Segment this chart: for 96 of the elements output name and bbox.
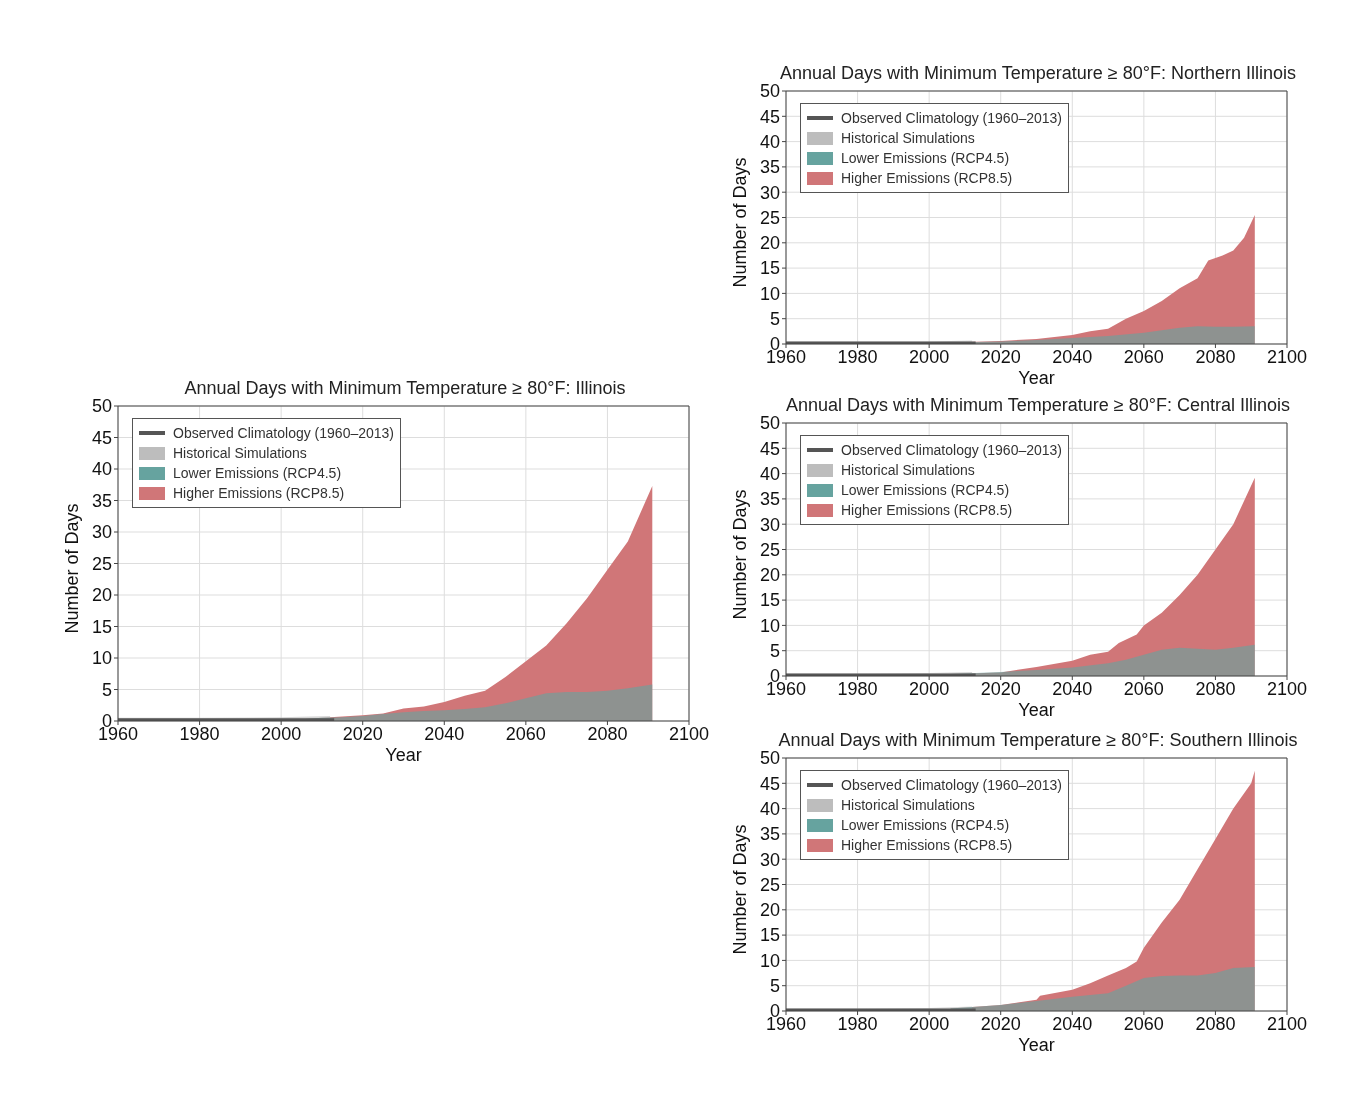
chart-title: Annual Days with Minimum Temperature ≥ 80°F: Southern Illinois bbox=[777, 730, 1299, 751]
x-tick-label: 2020 bbox=[980, 1013, 1021, 1034]
y-tick-label: 10 bbox=[91, 648, 112, 669]
y-tick-label: 50 bbox=[759, 81, 780, 102]
y-tick-label: 25 bbox=[759, 539, 780, 560]
x-tick-label: 2100 bbox=[1266, 1013, 1308, 1034]
legend-label: Higher Emissions (RCP8.5) bbox=[173, 484, 345, 503]
x-tick-label: 2040 bbox=[1052, 1013, 1093, 1034]
y-tick-label: 10 bbox=[759, 283, 780, 304]
y-tick-label: 45 bbox=[759, 106, 780, 127]
y-tick-label: 35 bbox=[759, 157, 780, 178]
x-tick-label: 2100 bbox=[668, 723, 710, 744]
y-tick-label: 40 bbox=[759, 798, 780, 819]
x-axis-title: Year bbox=[1018, 1035, 1055, 1055]
y-tick-label: 30 bbox=[759, 514, 780, 535]
y-tick-label: 40 bbox=[91, 459, 112, 480]
legend-label: Observed Climatology (1960–2013) bbox=[173, 424, 395, 443]
legend-label: Lower Emissions (RCP4.5) bbox=[173, 464, 342, 483]
legend-label: Higher Emissions (RCP8.5) bbox=[841, 836, 1013, 855]
y-tick-label: 35 bbox=[91, 490, 112, 511]
legend-label: Historical Simulations bbox=[841, 796, 975, 815]
y-tick-label: 40 bbox=[759, 463, 780, 484]
y-tick-label: 10 bbox=[759, 950, 780, 971]
y-axis-title: Number of Days bbox=[730, 157, 751, 288]
x-tick-label: 2000 bbox=[909, 678, 950, 699]
y-tick-label: 25 bbox=[759, 874, 780, 895]
legend-label: Historical Simulations bbox=[841, 129, 975, 148]
legend-label: Historical Simulations bbox=[173, 444, 307, 463]
y-tick-label: 45 bbox=[759, 773, 780, 794]
x-tick-label: 2020 bbox=[980, 346, 1021, 367]
y-tick-label: 20 bbox=[91, 585, 112, 606]
y-tick-label: 50 bbox=[759, 413, 780, 434]
y-tick-label: 50 bbox=[91, 396, 112, 417]
y-tick-label: 25 bbox=[91, 553, 112, 574]
x-tick-label: 2000 bbox=[909, 346, 950, 367]
x-tick-label: 2100 bbox=[1266, 346, 1308, 367]
y-tick-label: 20 bbox=[759, 900, 780, 921]
y-tick-label: 30 bbox=[759, 849, 780, 870]
y-tick-label: 45 bbox=[91, 427, 112, 448]
x-tick-label: 2080 bbox=[587, 723, 628, 744]
y-tick-label: 15 bbox=[759, 925, 780, 946]
x-tick-label: 2060 bbox=[505, 723, 546, 744]
y-tick-label: 15 bbox=[759, 258, 780, 279]
y-tick-label: 5 bbox=[769, 976, 780, 997]
x-tick-label: 2020 bbox=[342, 723, 383, 744]
x-tick-label: 2080 bbox=[1195, 678, 1236, 699]
chart-title: Annual Days with Minimum Temperature ≥ 80°F: Illinois bbox=[184, 378, 626, 398]
y-tick-label: 20 bbox=[759, 565, 780, 586]
legend-label: Observed Climatology (1960–2013) bbox=[841, 441, 1063, 460]
x-tick-label: 2060 bbox=[1123, 346, 1164, 367]
legend-label: Higher Emissions (RCP8.5) bbox=[841, 169, 1013, 188]
x-axis-title: Year bbox=[1018, 368, 1055, 388]
x-tick-label: 2040 bbox=[1052, 678, 1093, 699]
legend-label: Lower Emissions (RCP4.5) bbox=[841, 816, 1010, 835]
y-tick-label: 15 bbox=[759, 590, 780, 611]
legend-label: Observed Climatology (1960–2013) bbox=[841, 776, 1063, 795]
y-tick-label: 35 bbox=[759, 824, 780, 845]
y-tick-label: 25 bbox=[759, 207, 780, 228]
legend-label: Lower Emissions (RCP4.5) bbox=[841, 481, 1010, 500]
x-tick-label: 2040 bbox=[1052, 346, 1093, 367]
x-tick-label: 2000 bbox=[909, 1013, 950, 1034]
y-axis-title: Number of Days bbox=[730, 824, 751, 955]
x-tick-label: 2040 bbox=[424, 723, 465, 744]
x-tick-label: 2000 bbox=[261, 723, 302, 744]
y-tick-label: 10 bbox=[759, 615, 780, 636]
y-tick-label: 30 bbox=[91, 522, 112, 543]
x-tick-label: 2080 bbox=[1195, 1013, 1236, 1034]
y-axis-title: Number of Days bbox=[730, 489, 751, 620]
y-axis-title: Number of Days bbox=[62, 503, 83, 634]
x-tick-label: 1980 bbox=[179, 723, 220, 744]
y-tick-label: 20 bbox=[759, 233, 780, 254]
y-tick-label: 5 bbox=[769, 309, 780, 330]
x-tick-label: 2080 bbox=[1195, 346, 1236, 367]
y-tick-label: 15 bbox=[91, 616, 112, 637]
chart-title: Annual Days with Minimum Temperature ≥ 80°F: Central Illinois bbox=[786, 395, 1290, 415]
legend-label: Historical Simulations bbox=[841, 461, 975, 480]
legend-label: Lower Emissions (RCP4.5) bbox=[841, 149, 1010, 168]
x-tick-label: 1980 bbox=[837, 678, 878, 699]
x-tick-label: 2020 bbox=[980, 678, 1021, 699]
x-tick-label: 2060 bbox=[1123, 678, 1164, 699]
x-tick-label: 1980 bbox=[837, 1013, 878, 1034]
x-axis-title: Year bbox=[1018, 700, 1055, 720]
y-tick-label: 50 bbox=[759, 748, 780, 769]
y-tick-label: 45 bbox=[759, 438, 780, 459]
legend-label: Observed Climatology (1960–2013) bbox=[841, 109, 1063, 128]
x-axis-title: Year bbox=[385, 745, 422, 765]
x-tick-label: 1980 bbox=[837, 346, 878, 367]
y-tick-label: 5 bbox=[101, 679, 112, 700]
y-tick-label: 5 bbox=[769, 641, 780, 662]
y-tick-label: 35 bbox=[759, 489, 780, 510]
y-tick-label: 40 bbox=[759, 131, 780, 152]
legend-label: Higher Emissions (RCP8.5) bbox=[841, 501, 1013, 520]
x-tick-label: 2060 bbox=[1123, 1013, 1164, 1034]
y-tick-label: 30 bbox=[759, 182, 780, 203]
x-tick-label: 2100 bbox=[1266, 678, 1308, 699]
chart-title: Annual Days with Minimum Temperature ≥ 80°F: Northern Illinois bbox=[780, 63, 1296, 83]
